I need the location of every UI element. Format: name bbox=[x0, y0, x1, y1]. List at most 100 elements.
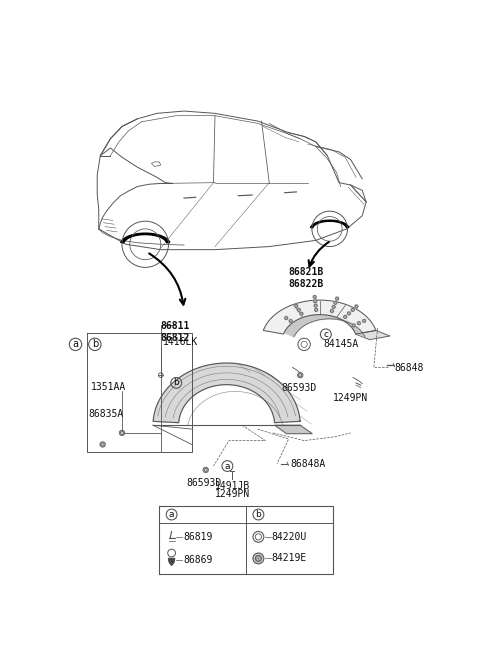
Polygon shape bbox=[342, 319, 353, 325]
Text: 84145A: 84145A bbox=[324, 339, 359, 350]
Polygon shape bbox=[311, 315, 323, 319]
Polygon shape bbox=[323, 315, 334, 319]
Polygon shape bbox=[345, 321, 356, 327]
Polygon shape bbox=[288, 325, 299, 331]
Circle shape bbox=[313, 295, 316, 298]
Polygon shape bbox=[332, 316, 343, 321]
Polygon shape bbox=[306, 316, 317, 321]
Polygon shape bbox=[286, 329, 296, 334]
Text: b: b bbox=[92, 339, 98, 350]
Circle shape bbox=[298, 373, 303, 378]
Polygon shape bbox=[352, 328, 362, 333]
Circle shape bbox=[203, 467, 208, 472]
Circle shape bbox=[300, 312, 303, 316]
Polygon shape bbox=[346, 322, 357, 327]
Polygon shape bbox=[304, 317, 315, 321]
Polygon shape bbox=[321, 315, 332, 319]
Polygon shape bbox=[350, 325, 360, 331]
Polygon shape bbox=[298, 319, 309, 324]
Text: 86869: 86869 bbox=[183, 555, 213, 565]
Polygon shape bbox=[153, 363, 300, 422]
Circle shape bbox=[285, 316, 288, 319]
Polygon shape bbox=[319, 315, 330, 319]
Circle shape bbox=[332, 305, 335, 308]
Polygon shape bbox=[317, 315, 328, 319]
Circle shape bbox=[289, 319, 292, 323]
Text: 86819: 86819 bbox=[183, 532, 213, 542]
Polygon shape bbox=[337, 318, 348, 323]
Circle shape bbox=[314, 304, 317, 307]
Circle shape bbox=[334, 301, 337, 304]
Polygon shape bbox=[121, 233, 170, 243]
Polygon shape bbox=[293, 321, 304, 327]
Text: 86593D: 86593D bbox=[281, 383, 316, 393]
Polygon shape bbox=[292, 322, 303, 327]
Text: c: c bbox=[324, 330, 328, 339]
Text: 84220U: 84220U bbox=[272, 532, 307, 542]
Polygon shape bbox=[311, 220, 349, 228]
Polygon shape bbox=[309, 316, 321, 320]
Polygon shape bbox=[296, 319, 307, 325]
Circle shape bbox=[351, 308, 354, 312]
Polygon shape bbox=[308, 316, 319, 320]
Polygon shape bbox=[300, 318, 312, 323]
Circle shape bbox=[348, 312, 350, 315]
Polygon shape bbox=[343, 321, 355, 325]
Polygon shape bbox=[290, 323, 301, 329]
Polygon shape bbox=[330, 316, 342, 320]
Circle shape bbox=[297, 308, 300, 312]
Circle shape bbox=[355, 305, 358, 308]
Polygon shape bbox=[289, 324, 300, 329]
Polygon shape bbox=[264, 300, 376, 334]
Polygon shape bbox=[294, 321, 306, 325]
Polygon shape bbox=[287, 328, 297, 333]
Circle shape bbox=[362, 319, 366, 322]
Polygon shape bbox=[324, 315, 336, 319]
Polygon shape bbox=[284, 331, 295, 337]
Polygon shape bbox=[348, 323, 359, 329]
Polygon shape bbox=[339, 318, 350, 323]
Circle shape bbox=[100, 441, 105, 447]
Polygon shape bbox=[152, 162, 161, 167]
Circle shape bbox=[330, 310, 334, 312]
Polygon shape bbox=[356, 331, 390, 340]
Text: 86593D: 86593D bbox=[187, 478, 222, 487]
Polygon shape bbox=[354, 330, 364, 335]
Text: b: b bbox=[255, 510, 261, 519]
Polygon shape bbox=[285, 330, 295, 335]
Polygon shape bbox=[328, 316, 340, 320]
Text: 86811
86812: 86811 86812 bbox=[160, 321, 190, 343]
Text: 84219E: 84219E bbox=[272, 554, 307, 564]
Polygon shape bbox=[340, 319, 352, 324]
Polygon shape bbox=[326, 315, 338, 319]
Text: 86821B
86822B: 86821B 86822B bbox=[289, 268, 324, 289]
Polygon shape bbox=[336, 317, 347, 322]
Text: 1351AA: 1351AA bbox=[91, 382, 126, 392]
Text: b: b bbox=[173, 379, 179, 388]
Text: 1249PN: 1249PN bbox=[333, 393, 368, 403]
Circle shape bbox=[352, 324, 355, 327]
Circle shape bbox=[357, 321, 360, 325]
Polygon shape bbox=[288, 327, 298, 332]
Polygon shape bbox=[299, 318, 310, 323]
Polygon shape bbox=[168, 558, 175, 565]
Text: 86848: 86848 bbox=[395, 363, 424, 373]
Polygon shape bbox=[334, 317, 345, 321]
Text: a: a bbox=[225, 462, 230, 470]
Polygon shape bbox=[354, 331, 365, 337]
Circle shape bbox=[336, 297, 339, 300]
Text: 86835A: 86835A bbox=[89, 409, 124, 419]
Polygon shape bbox=[353, 329, 363, 334]
Polygon shape bbox=[348, 324, 360, 329]
Circle shape bbox=[314, 308, 318, 312]
Circle shape bbox=[295, 304, 298, 308]
Text: 1491JB: 1491JB bbox=[215, 482, 250, 491]
Circle shape bbox=[344, 316, 347, 318]
Polygon shape bbox=[302, 317, 314, 322]
Circle shape bbox=[313, 300, 317, 303]
Circle shape bbox=[120, 430, 125, 436]
Text: 1249PN: 1249PN bbox=[215, 489, 250, 499]
Polygon shape bbox=[275, 425, 312, 434]
Text: a: a bbox=[72, 339, 79, 350]
Circle shape bbox=[255, 556, 262, 562]
